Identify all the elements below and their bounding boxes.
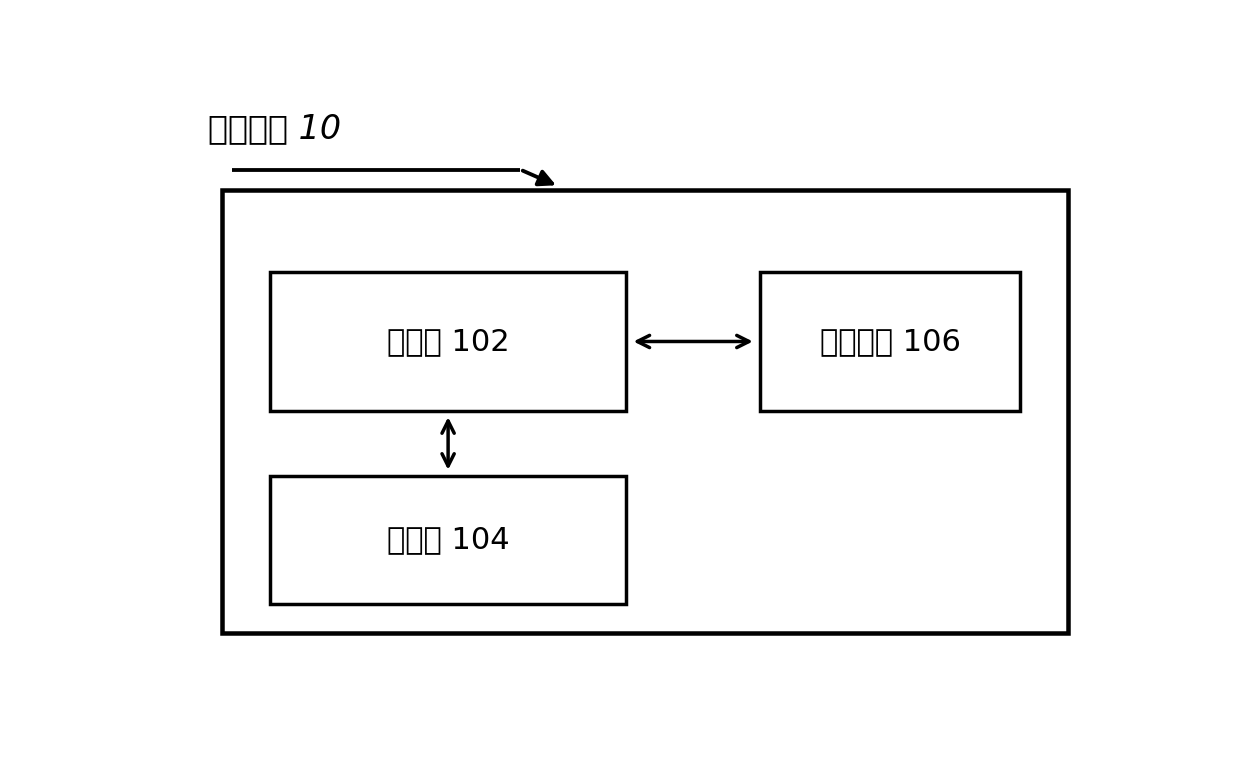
Text: 存储器 104: 存储器 104 — [387, 525, 510, 554]
Text: 移动终端 10: 移动终端 10 — [208, 112, 341, 145]
Bar — [270, 475, 626, 604]
Bar — [270, 272, 626, 412]
Bar — [222, 190, 1068, 633]
Text: 传输装置 106: 传输装置 106 — [820, 327, 961, 356]
Text: 处理器 102: 处理器 102 — [387, 327, 510, 356]
Bar — [760, 272, 1019, 412]
